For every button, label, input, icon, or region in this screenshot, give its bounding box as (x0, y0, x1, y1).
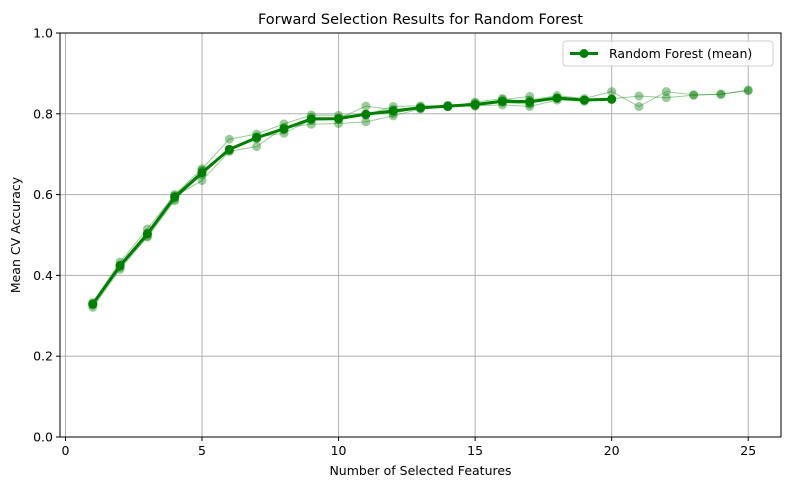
legend-marker (580, 49, 589, 58)
x-tick-label: 15 (467, 443, 483, 458)
mean-point (307, 115, 316, 124)
run-point (716, 90, 725, 99)
run-point (744, 86, 753, 95)
run-point (225, 135, 234, 144)
mean-point (443, 102, 452, 111)
mean-point (334, 114, 343, 123)
mean-point (252, 133, 261, 142)
y-tick-label: 0.2 (33, 349, 53, 364)
y-tick-label: 0.4 (33, 268, 53, 283)
mean-point (88, 300, 97, 309)
x-tick-label: 5 (198, 443, 206, 458)
mean-point (170, 193, 179, 202)
mean-point (116, 261, 125, 270)
mean-point (498, 97, 507, 106)
mean-point (553, 94, 562, 103)
run-point (634, 92, 643, 101)
mean-point (225, 145, 234, 154)
chart-title: Forward Selection Results for Random For… (258, 12, 583, 28)
mean-point (580, 96, 589, 105)
run-point (689, 91, 698, 100)
x-tick-label: 10 (331, 443, 347, 458)
legend-label: Random Forest (mean) (609, 46, 752, 61)
x-axis-label: Number of Selected Features (329, 463, 511, 478)
run-point (662, 93, 671, 102)
mean-point (416, 103, 425, 112)
run-point (252, 142, 261, 151)
y-tick-label: 0.8 (33, 106, 53, 121)
mean-point (607, 95, 616, 104)
mean-point (361, 110, 370, 119)
run-point (634, 102, 643, 111)
y-tick-label: 1.0 (33, 26, 53, 41)
x-tick-label: 25 (740, 443, 756, 458)
mean-point (279, 124, 288, 133)
mean-point (525, 97, 534, 106)
mean-point (143, 229, 152, 238)
run-point (361, 102, 370, 111)
mean-point (198, 168, 207, 177)
y-tick-label: 0.6 (33, 187, 53, 202)
legend: Random Forest (mean) (563, 41, 773, 66)
x-tick-label: 20 (604, 443, 620, 458)
mean-point (471, 100, 480, 109)
x-tick-label: 0 (61, 443, 69, 458)
mean-point (389, 106, 398, 115)
y-axis-label: Mean CV Accuracy (8, 176, 23, 293)
y-tick-label: 0.0 (33, 430, 53, 445)
